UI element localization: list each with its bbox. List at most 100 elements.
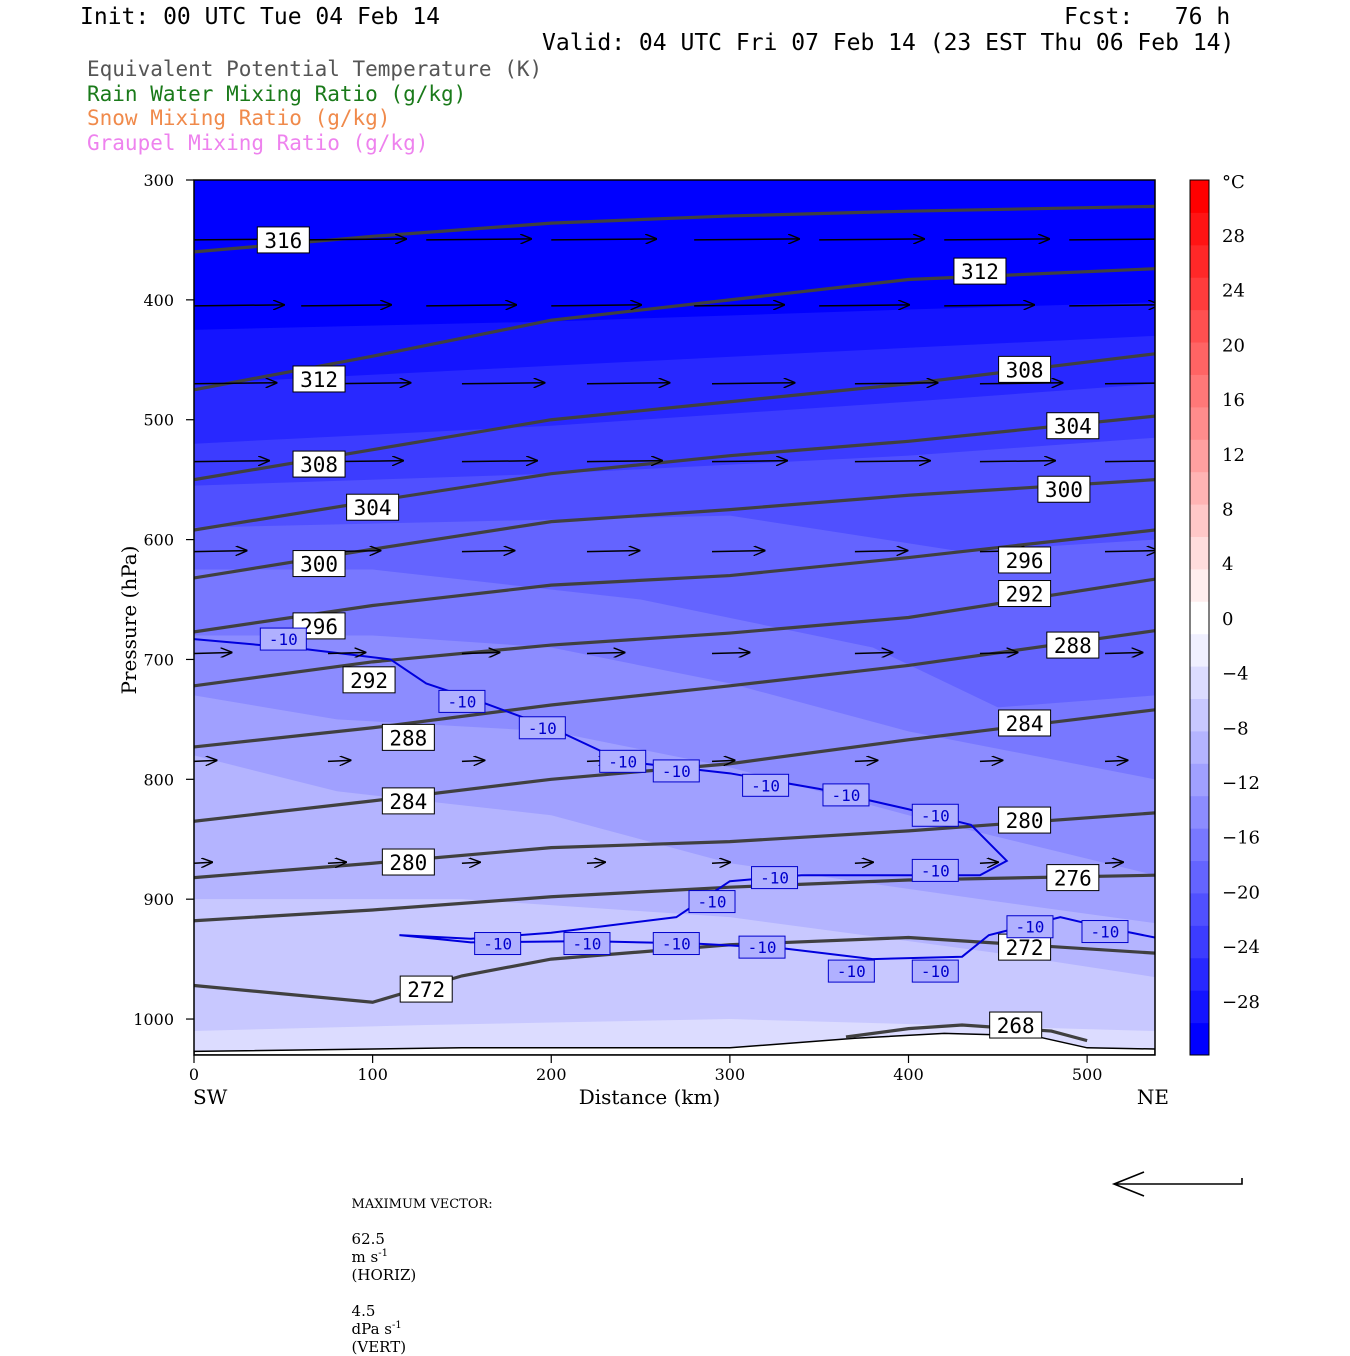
wind-vector xyxy=(854,862,873,863)
wind-vector xyxy=(426,239,531,240)
isotherm-label: -10 xyxy=(608,752,637,771)
theta-e-label: 272 xyxy=(407,978,445,1002)
max-vector-note: MAXIMUM VECTOR: 62.5 m s-1 (HORIZ) 4.5 d… xyxy=(342,1176,493,1356)
cross-section-plot: 3163123123083083043043003002962962922922… xyxy=(117,171,1260,1109)
theta-e-label-box xyxy=(1046,864,1100,892)
theta-e-label-box xyxy=(989,1011,1043,1039)
theta-e-label-box xyxy=(1046,412,1100,440)
theta-e-label: 304 xyxy=(354,496,392,520)
wind-vector xyxy=(1104,460,1155,463)
wind-vector xyxy=(979,652,1018,653)
x-tick-label: 200 xyxy=(536,1065,567,1084)
colorbar-label: −28 xyxy=(1222,992,1260,1013)
colorbar-segment xyxy=(1190,374,1209,408)
theta-e-label: 308 xyxy=(1006,358,1044,382)
isotherm-label-box xyxy=(652,759,700,783)
y-tick-label: 600 xyxy=(143,531,174,550)
isotherm-label: -10 xyxy=(447,692,476,711)
colorbar-segment xyxy=(1190,406,1209,440)
theta-e-label: 280 xyxy=(1006,809,1044,833)
colorbar-segment xyxy=(1190,666,1209,700)
wind-vector xyxy=(586,862,605,863)
isotherm-label: -10 xyxy=(269,630,298,649)
theta-e-label: 280 xyxy=(389,851,427,875)
colorbar-label: 16 xyxy=(1222,390,1245,411)
theta-e-label: 316 xyxy=(264,229,302,253)
wind-vector xyxy=(1104,862,1123,863)
wind-vector xyxy=(1069,238,1155,241)
isotherm-label-box xyxy=(751,866,799,890)
field-label-snow: Snow Mixing Ratio (g/kg) xyxy=(87,106,391,130)
wind-vector xyxy=(1104,551,1155,552)
wind-vector xyxy=(194,461,269,462)
isotherm-label: -10 xyxy=(698,893,727,912)
x-tick-label: 500 xyxy=(1072,1065,1103,1084)
theta-e-contour-296 xyxy=(194,528,1155,634)
isotherm-label-box xyxy=(518,716,566,740)
x-tick-label: 0 xyxy=(189,1065,199,1084)
wind-vector xyxy=(461,652,500,653)
theta-e-label-box xyxy=(292,550,346,578)
wind-vector xyxy=(551,239,656,240)
wind-vector xyxy=(854,383,938,384)
wind-vector xyxy=(1104,652,1143,653)
colorbar-label: −24 xyxy=(1222,937,1260,958)
y-tick-label: 400 xyxy=(143,291,174,310)
theta-e-contour-312 xyxy=(194,267,1155,392)
wind-vector xyxy=(461,461,537,462)
colorbar-segment xyxy=(1190,763,1209,797)
colorbar-segment xyxy=(1190,925,1209,959)
colorbar-segment xyxy=(1190,795,1209,829)
x-axis-label: Distance (km) xyxy=(579,1085,721,1109)
wind-vector xyxy=(979,383,1063,384)
vert-max-value: 4.5 xyxy=(351,1302,376,1320)
wind-vector xyxy=(944,239,1049,240)
wind-vector xyxy=(461,862,480,863)
colorbar-segment xyxy=(1190,1022,1209,1056)
y-tick-label: 700 xyxy=(143,650,174,669)
theta-e-contour-304 xyxy=(194,414,1155,532)
isotherm-label: -10 xyxy=(1016,918,1045,937)
forecast-hour: Fcst: 76 h xyxy=(1064,4,1231,30)
valid-time: Valid: 04 UTC Fri 07 Feb 14 (23 EST Thu … xyxy=(542,30,1235,56)
wind-vector xyxy=(194,551,247,552)
theta-e-label-box xyxy=(381,723,435,751)
isotherm-label-box xyxy=(259,627,307,651)
theta-e-label-box xyxy=(346,493,400,521)
theta-e-label-box xyxy=(1046,631,1100,659)
wind-vector xyxy=(194,862,212,863)
wind-vector xyxy=(461,383,545,384)
colorbar-segment xyxy=(1190,892,1209,926)
x-tick-label: 300 xyxy=(715,1065,746,1084)
colorbar-label: 8 xyxy=(1222,500,1233,521)
wind-vector xyxy=(712,461,787,462)
colorbar-segment xyxy=(1190,342,1209,375)
wind-vector xyxy=(301,305,391,306)
theta-e-label: 272 xyxy=(1006,936,1044,960)
colorbar-segment xyxy=(1190,244,1209,278)
x-left-end-label: SW xyxy=(193,1085,228,1109)
isotherm-label-box xyxy=(738,935,786,959)
colorbar-unit: °C xyxy=(1222,172,1245,193)
isotherm-label-box xyxy=(652,932,700,956)
horiz-max-value: 62.5 xyxy=(351,1230,385,1248)
isotherm-label-box xyxy=(742,773,790,797)
colorbar-segment xyxy=(1190,504,1209,537)
horiz-unit: m s xyxy=(351,1248,379,1266)
theta-e-label-box xyxy=(399,975,453,1003)
x-tick-label: 100 xyxy=(357,1065,388,1084)
y-tick-label: 500 xyxy=(143,411,174,430)
wind-vector xyxy=(854,652,893,653)
theta-e-label-box xyxy=(1037,475,1091,503)
wind-vector xyxy=(712,383,795,384)
wind-vector xyxy=(944,305,1034,306)
theta-e-label-box xyxy=(256,226,310,254)
wind-vector xyxy=(301,239,406,240)
wind-vector xyxy=(711,862,730,863)
isotherm-label: -10 xyxy=(837,962,866,981)
colorbar-label: −12 xyxy=(1222,773,1260,794)
colorbar-label: −16 xyxy=(1222,828,1260,849)
wind-vector xyxy=(194,760,217,761)
isotherm-label-box xyxy=(1081,920,1129,944)
wind-vector xyxy=(586,461,662,462)
